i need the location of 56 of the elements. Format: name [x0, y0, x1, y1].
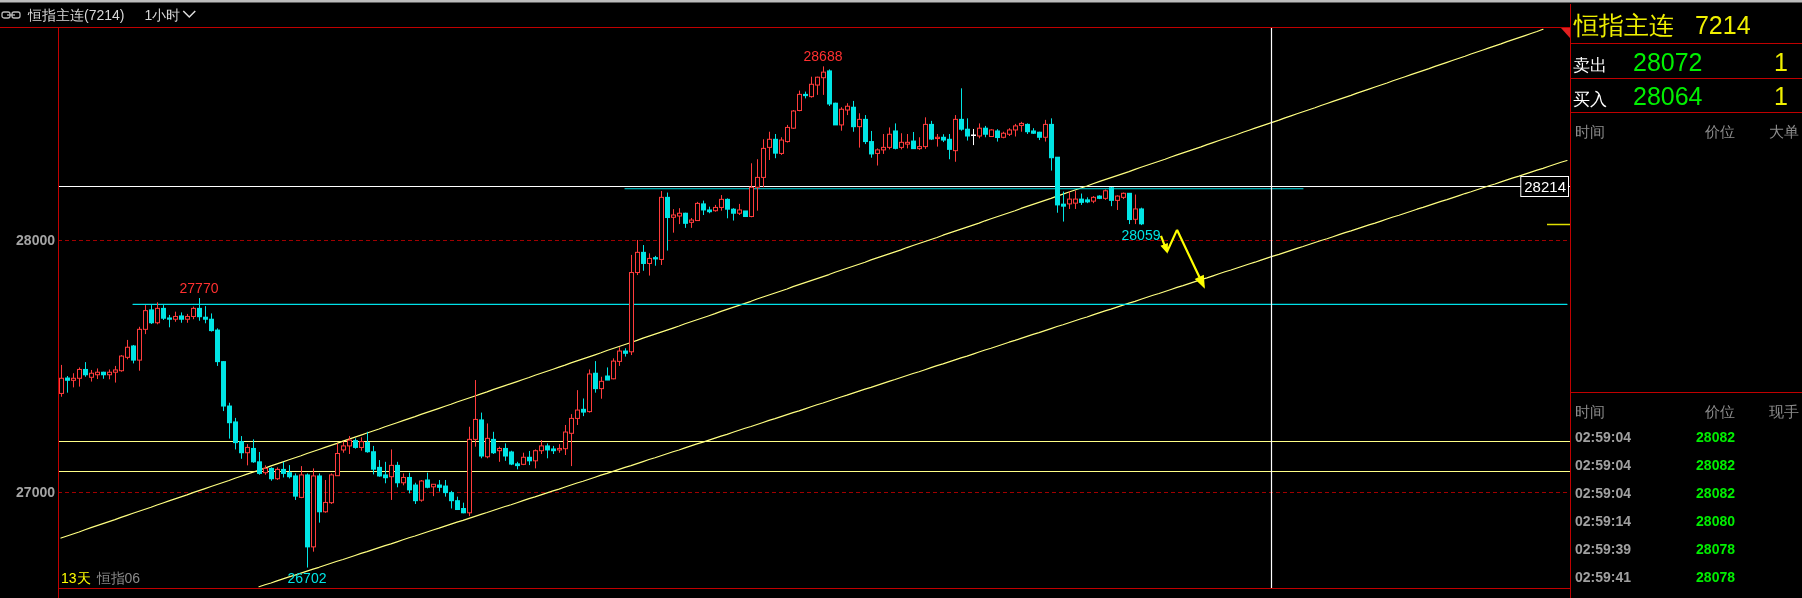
text: 1 — [1774, 82, 1788, 110]
candlestick — [59, 364, 64, 398]
category-label: 02:59:14 — [1575, 513, 1632, 529]
annotation: 13天 — [61, 570, 91, 586]
text: 大单 — [1769, 123, 1799, 140]
candlestick — [395, 461, 400, 488]
annotation: 28059 — [1121, 227, 1161, 244]
annotation: 28688 — [803, 48, 843, 65]
candlestick — [1133, 194, 1138, 225]
y-tick-label: 27000 — [16, 484, 56, 501]
candlestick — [593, 360, 598, 394]
category-label: 02:59:41 — [1575, 569, 1632, 585]
candlestick — [773, 133, 778, 159]
data-label: 28078 — [1696, 541, 1736, 557]
annotation: 恒指06 — [95, 570, 141, 586]
annotation: 26702 — [287, 569, 327, 586]
text: 价位 — [1704, 123, 1735, 140]
text: 时间 — [1575, 123, 1605, 140]
text: 1 — [1774, 48, 1788, 76]
candlestick — [389, 448, 394, 501]
candlestick — [665, 192, 670, 252]
candlestick — [893, 122, 898, 150]
data-label: 28078 — [1696, 569, 1736, 585]
candlestick — [647, 252, 652, 277]
candlestick — [851, 100, 856, 133]
chart-subtitle: 1小时 — [144, 7, 181, 23]
data-label: 28082 — [1696, 429, 1736, 445]
text: 买入 — [1573, 90, 1607, 109]
text: 现手 — [1769, 403, 1799, 420]
candlestick — [491, 431, 496, 455]
candlestick — [599, 376, 604, 400]
category-label: 02:59:04 — [1575, 485, 1632, 501]
text: 28064 — [1633, 82, 1703, 110]
ref-line-label: 28214 — [1524, 178, 1566, 195]
category-label: 02:59:04 — [1575, 429, 1632, 445]
candlestick — [641, 244, 646, 272]
text: 时间 — [1575, 403, 1605, 420]
data-label: 28082 — [1696, 485, 1736, 501]
y-tick-label: 28000 — [16, 231, 56, 248]
candlestick — [767, 131, 772, 161]
candlestick — [245, 443, 250, 466]
text: 28072 — [1633, 48, 1703, 76]
candlestick — [857, 112, 862, 149]
text: 价位 — [1704, 403, 1735, 420]
annotation: 27770 — [179, 280, 219, 297]
data-label: 28082 — [1696, 457, 1736, 473]
candlestick — [1043, 119, 1048, 143]
candlestick — [299, 465, 304, 499]
chart-title: 恒指主连(7214) — [27, 7, 125, 23]
category-label: 02:59:39 — [1575, 541, 1632, 557]
data-label: 28080 — [1696, 513, 1736, 529]
candlestick — [485, 422, 490, 459]
text: 恒指主连 7214 — [1573, 11, 1751, 39]
category-label: 02:59:04 — [1575, 457, 1632, 473]
text: 卖出 — [1573, 56, 1607, 75]
candlestick — [155, 301, 160, 325]
